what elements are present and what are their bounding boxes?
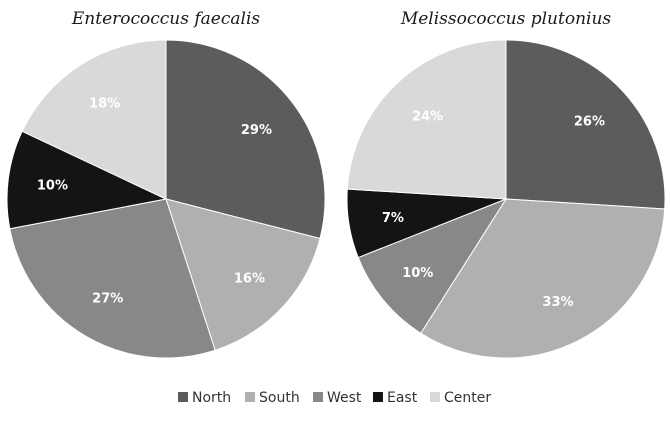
pie-slices: 26% 33% 10% 7% 24% (346, 39, 666, 359)
legend-swatch-east (373, 392, 383, 402)
slice-label-center: 24% (412, 110, 443, 125)
slice-label-center: 18% (89, 96, 120, 111)
chart-title: Enterococcus faecalis (71, 9, 261, 29)
slice-label-south: 16% (234, 271, 265, 286)
slice-label-south: 33% (542, 295, 573, 310)
legend-label-south: South (259, 390, 300, 406)
legend-label-west: West (327, 390, 362, 406)
slice-label-north: 29% (241, 123, 272, 138)
legend-label-east: East (387, 390, 418, 406)
legend-swatch-center (430, 392, 440, 402)
slice-label-west: 27% (92, 292, 123, 307)
pie-slice-west (9, 198, 216, 359)
slice-label-north: 26% (574, 115, 605, 130)
pie-chart-melissococcus-plutonius: Melissococcus plutonius 26% 33% 10% 7% 24% (346, 9, 666, 359)
chart-title: Melissococcus plutonius (400, 9, 612, 29)
pie-slice-west (357, 197, 508, 334)
legend-swatch-south (245, 392, 255, 402)
legend: North South West East Center (178, 390, 491, 406)
legend-label-north: North (192, 390, 231, 406)
slice-label-east: 7% (382, 211, 404, 226)
pie-slice-center (346, 39, 507, 200)
pie-slice-south (165, 198, 321, 351)
pie-slice-south (420, 198, 666, 359)
legend-swatch-north (178, 392, 188, 402)
pie-slice-north (165, 39, 326, 240)
pie-slices: 29% 16% 27% 10% 18% (6, 39, 326, 359)
pie-slice-center (21, 39, 167, 200)
slice-label-west: 10% (402, 266, 433, 281)
legend-label-center: Center (444, 390, 491, 406)
pie-chart-enterococcus-faecalis: Enterococcus faecalis 29% 16% 27% 10% 18% (6, 9, 326, 359)
slice-label-east: 10% (37, 179, 68, 194)
pie-slice-north (505, 39, 666, 210)
pie-slice-east (6, 130, 168, 230)
legend-swatch-west (313, 392, 323, 402)
